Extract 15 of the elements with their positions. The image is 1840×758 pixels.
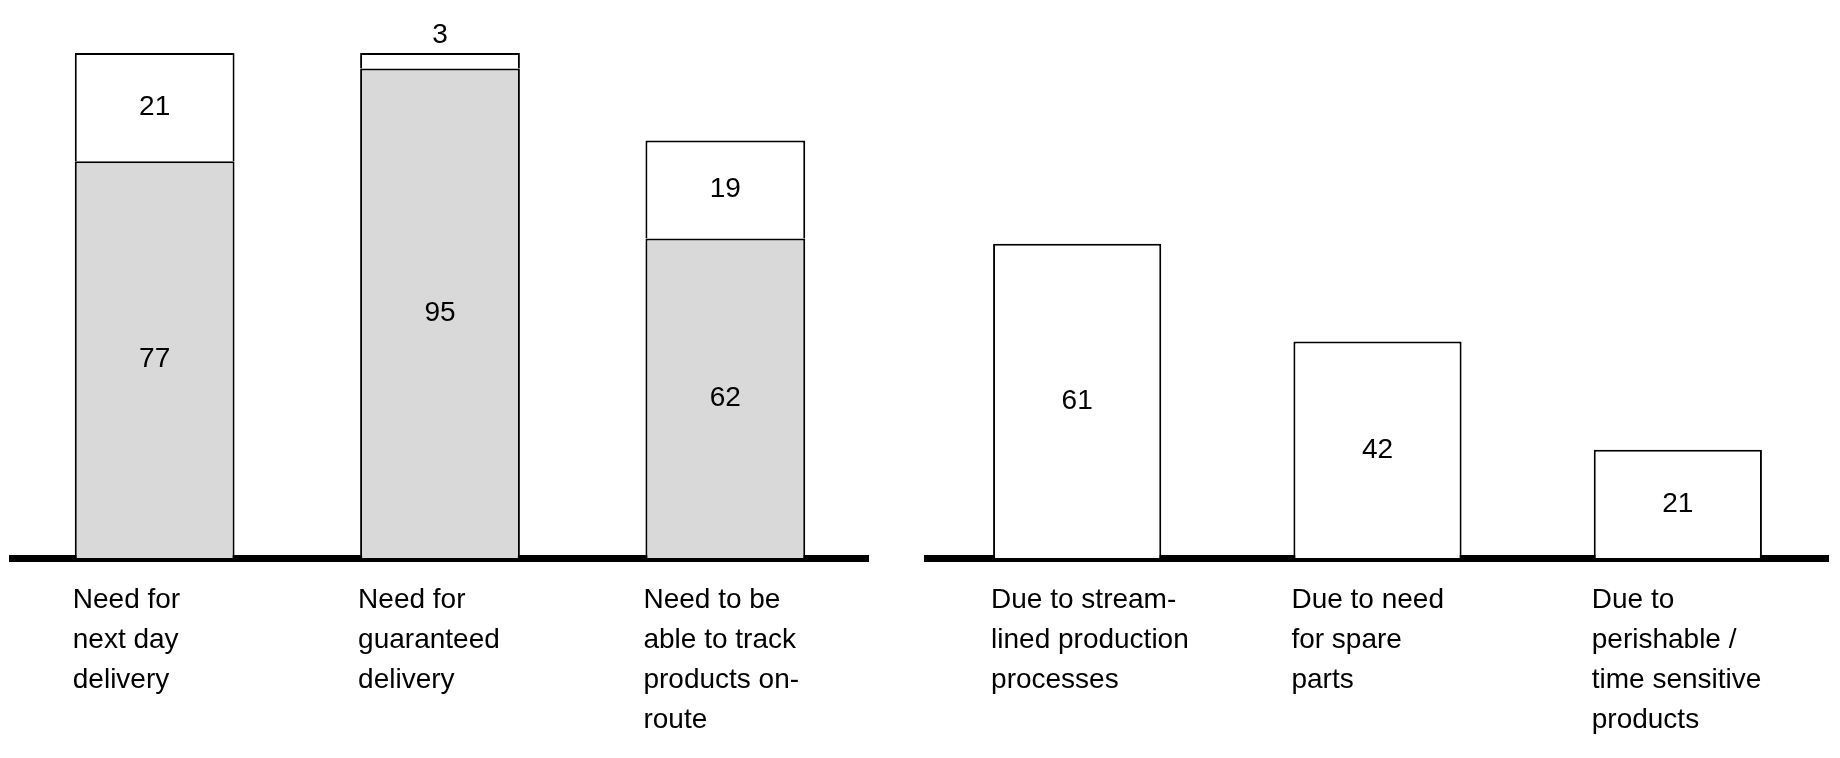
data-label: 95	[424, 295, 456, 327]
x-tick-label: Due to perishable / time sensitive products	[1591, 582, 1762, 734]
data-label: 19	[709, 172, 741, 204]
data-label: 42	[1361, 432, 1394, 464]
x-tick-label: Need for guaranteed delivery	[358, 582, 500, 694]
data-label: 77	[139, 342, 171, 374]
x-tick-label: Due to stream- lined production processes	[991, 582, 1189, 694]
data-label: 62	[709, 380, 741, 412]
data-label: 3	[432, 17, 448, 49]
x-tick-label: Due to need for spare parts	[1291, 582, 1444, 694]
x-tick-label: Need to be able to track products on- route	[643, 582, 800, 734]
data-label: 21	[1662, 486, 1694, 518]
x-tick-label: Need for next day delivery	[72, 582, 181, 694]
data-label: 21	[139, 89, 171, 121]
data-label: 61	[1061, 383, 1093, 415]
